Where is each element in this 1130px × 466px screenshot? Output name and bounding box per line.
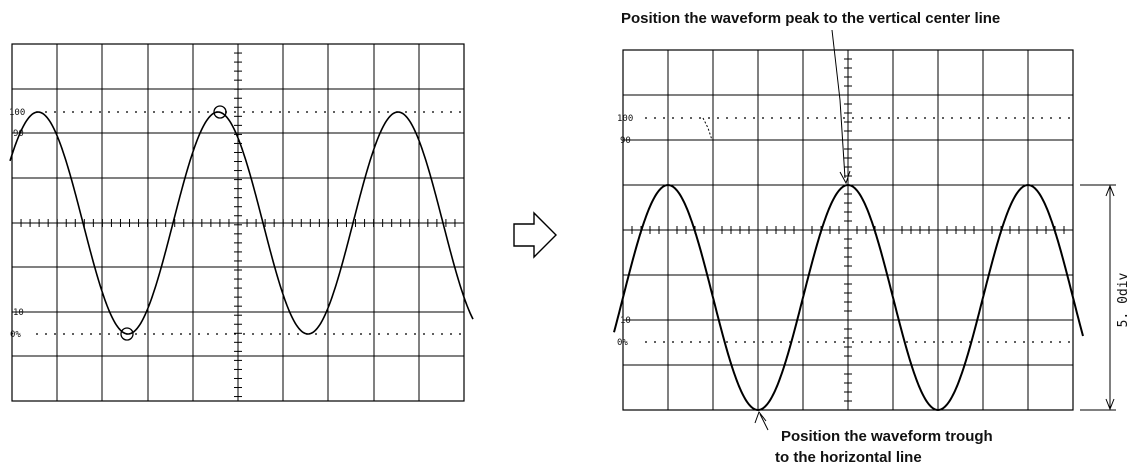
left-label-10: 10 xyxy=(13,308,24,318)
left-peak-marker xyxy=(213,105,227,119)
left-label-100: 100 xyxy=(9,108,25,118)
peak-instruction: Position the waveform peak to the vertic… xyxy=(621,10,1000,27)
right-label-100: 100 xyxy=(617,114,633,124)
left-trough-marker xyxy=(120,327,134,341)
division-dimension xyxy=(1080,184,1116,411)
left-waveform xyxy=(9,111,474,335)
trough-instruction-line2: to the horizontal line xyxy=(775,449,922,466)
left-minor-ticks xyxy=(20,52,456,398)
left-label-0: 0% xyxy=(10,330,21,340)
peak-pointer-line xyxy=(831,29,846,179)
left-label-90: 90 xyxy=(13,129,24,139)
trough-instruction-line1: Position the waveform trough xyxy=(781,428,993,445)
right-label-10: 10 xyxy=(620,316,631,326)
trough-pointer-line xyxy=(759,413,769,431)
right-dotted-connector xyxy=(702,117,713,141)
right-waveform xyxy=(613,183,1084,412)
right-scope-screen: 100 90 10 0% xyxy=(613,49,1084,412)
transition-arrow-icon xyxy=(513,211,557,259)
trough-arrowhead-icon xyxy=(754,410,767,424)
right-label-0: 0% xyxy=(617,338,628,348)
division-label: 5. 0div xyxy=(1116,272,1130,327)
right-label-90: 90 xyxy=(620,136,631,146)
left-scope-screen: 100 90 10 0% xyxy=(9,43,474,402)
peak-arrowhead-icon xyxy=(839,170,851,185)
